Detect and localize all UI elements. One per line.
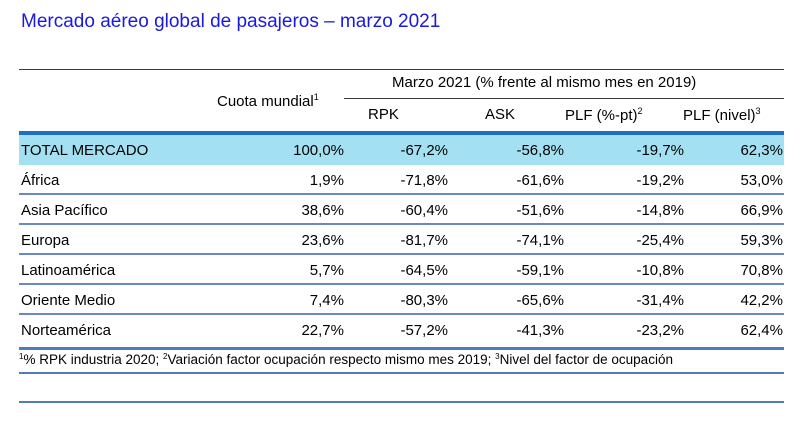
- row-name: Latinoamérica: [21, 262, 116, 279]
- row-plf-nivel: 59,3%: [740, 232, 783, 249]
- row-plf-pt: -10,8%: [636, 262, 684, 279]
- footnote-marker-2: 2: [637, 106, 643, 116]
- footnote-text-3: Nivel del factor de ocupación: [499, 352, 673, 367]
- footnote-marker-2: 2: [163, 352, 168, 361]
- header-plf-pt: PLF (%-pt)2: [565, 106, 643, 124]
- row-rpk: -81,7%: [400, 232, 448, 249]
- row-plf-pt: -14,8%: [636, 202, 684, 219]
- header-cuota-mundial: Cuota mundial1: [217, 92, 319, 110]
- footnote-text-1: % RPK industria 2020;: [23, 352, 164, 367]
- row-name: África: [21, 172, 60, 189]
- row-ask: -41,3%: [516, 322, 564, 339]
- row-rpk: -67,2%: [400, 142, 448, 159]
- end-rule: [19, 401, 784, 403]
- header-rpk: RPK: [368, 106, 399, 123]
- row-plf-pt: -31,4%: [636, 292, 684, 309]
- row-plf-nivel: 66,9%: [740, 202, 783, 219]
- group-rule: [344, 98, 784, 99]
- footnote: 1% RPK industria 2020; 2Variación factor…: [19, 352, 673, 367]
- row-rpk: -60,4%: [400, 202, 448, 219]
- header-plf-nivel: PLF (nivel)3: [683, 106, 761, 124]
- row-cuota: 1,9%: [309, 172, 344, 189]
- table-row: Latinoamérica 5,7% -64,5% -59,1% -10,8% …: [19, 255, 784, 285]
- row-plf-pt: -23,2%: [636, 322, 684, 339]
- row-ask: -51,6%: [516, 202, 564, 219]
- footnote-marker-3: 3: [495, 352, 500, 361]
- row-name: Norteamérica: [21, 322, 112, 339]
- row-plf-pt: -19,2%: [636, 172, 684, 189]
- row-plf-nivel: 62,3%: [740, 142, 783, 159]
- footnote-marker-1: 1: [313, 92, 319, 102]
- table-row: Norteamérica 22,7% -57,2% -41,3% -23,2% …: [19, 315, 784, 345]
- row-ask: -56,8%: [516, 142, 564, 159]
- row-cuota: 23,6%: [301, 232, 344, 249]
- row-ask: -65,6%: [516, 292, 564, 309]
- row-plf-nivel: 70,8%: [740, 262, 783, 279]
- header-plf-nivel-label: PLF (nivel): [683, 107, 756, 124]
- footnote-marker-1: 1: [19, 352, 24, 361]
- top-rule: [19, 69, 784, 70]
- table-row-total: TOTAL MERCADO 100,0% -67,2% -56,8% -19,7…: [19, 135, 784, 165]
- footnote-marker-3: 3: [755, 106, 761, 116]
- page-title: Mercado aéreo global de pasajeros – marz…: [21, 11, 441, 32]
- row-plf-nivel: 53,0%: [740, 172, 783, 189]
- row-ask: -59,1%: [516, 262, 564, 279]
- row-cuota: 22,7%: [301, 322, 344, 339]
- table-row: Europa 23,6% -81,7% -74,1% -25,4% 59,3%: [19, 225, 784, 255]
- row-ask: -61,6%: [516, 172, 564, 189]
- row-plf-pt: -19,7%: [636, 142, 684, 159]
- row-ask: -74,1%: [516, 232, 564, 249]
- table-row: Oriente Medio 7,4% -80,3% -65,6% -31,4% …: [19, 285, 784, 315]
- row-name: Asia Pacífico: [21, 202, 108, 219]
- row-rpk: -57,2%: [400, 322, 448, 339]
- row-cuota: 7,4%: [309, 292, 344, 309]
- table-row: Asia Pacífico 38,6% -60,4% -51,6% -14,8%…: [19, 195, 784, 225]
- row-cuota: 38,6%: [301, 202, 344, 219]
- row-name: Oriente Medio: [21, 292, 116, 309]
- row-rpk: -64,5%: [400, 262, 448, 279]
- header-bottom-rule: [19, 131, 784, 135]
- header-cuota-label: Cuota mundial: [217, 93, 314, 110]
- row-plf-pt: -25,4%: [636, 232, 684, 249]
- row-name: TOTAL MERCADO: [21, 142, 149, 159]
- row-plf-nivel: 42,2%: [740, 292, 783, 309]
- header-group-marzo-2021: Marzo 2021 (% frente al mismo mes en 201…: [392, 74, 697, 91]
- footnote-bottom-rule: [19, 372, 784, 374]
- row-rpk: -71,8%: [400, 172, 448, 189]
- table-bottom-rule: [19, 347, 784, 350]
- row-cuota: 5,7%: [309, 262, 344, 279]
- header-ask: ASK: [485, 106, 516, 123]
- table-row: África 1,9% -71,8% -61,6% -19,2% 53,0%: [19, 165, 784, 195]
- header-plf-pt-label: PLF (%-pt): [565, 107, 638, 124]
- footnote-text-2: Variación factor ocupación respecto mism…: [167, 352, 496, 367]
- row-name: Europa: [21, 232, 70, 249]
- table-body: TOTAL MERCADO 100,0% -67,2% -56,8% -19,7…: [19, 135, 784, 345]
- row-rpk: -80,3%: [400, 292, 448, 309]
- row-plf-nivel: 62,4%: [740, 322, 783, 339]
- row-cuota: 100,0%: [293, 142, 344, 159]
